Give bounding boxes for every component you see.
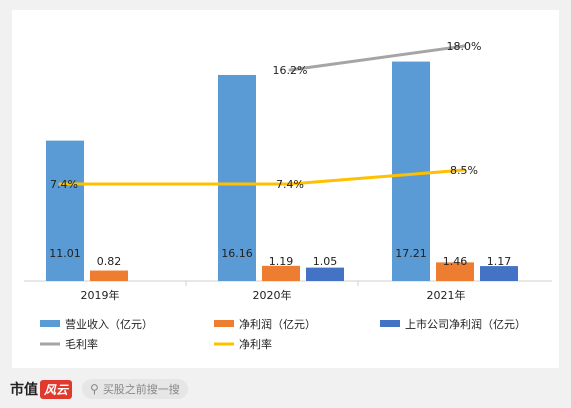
legend-swatch	[40, 320, 60, 327]
brand-text: 市值	[10, 382, 38, 398]
x-tick-label: 2019年	[81, 288, 120, 302]
bar-label: 1.46	[443, 255, 468, 268]
line-point	[462, 44, 466, 48]
line-label: 7.4%	[50, 178, 78, 191]
bar-2-1	[90, 270, 128, 281]
line-label: 8.5%	[450, 164, 478, 177]
line-label: 18.0%	[447, 40, 482, 53]
legend-label: 净利润（亿元）	[239, 317, 316, 331]
bar-1-1	[46, 140, 84, 281]
x-tick-label: 2021年	[427, 288, 466, 302]
line-point	[462, 168, 466, 172]
legend-label: 毛利率	[65, 337, 98, 351]
line-1	[289, 44, 465, 72]
bar-label: 1.05	[313, 255, 338, 268]
line-point	[288, 182, 292, 186]
line-label: 16.2%	[273, 64, 308, 77]
bar-3-2	[306, 267, 344, 281]
bar-label: 1.17	[487, 255, 512, 268]
brand-logo[interactable]: 市值 风云	[10, 379, 73, 399]
chart-frame: 11.01 16.16 17.21 0.82 1.19 1.46 1.05 1.17 16.2%…	[12, 10, 559, 368]
bar-2-2	[262, 265, 300, 281]
bar-label: 17.21	[395, 247, 427, 260]
bar-label: 1.19	[269, 255, 294, 268]
footer-bar: 市值 风云 ⚲ 买股之前搜一搜	[0, 370, 571, 408]
search-icon: ⚲	[90, 382, 99, 396]
legend-label: 上市公司净利润（亿元）	[405, 317, 526, 331]
search-box[interactable]: ⚲ 买股之前搜一搜	[82, 379, 188, 399]
legend-swatch	[214, 320, 234, 327]
line-label: 7.4%	[276, 178, 304, 191]
bar-1-3	[392, 61, 430, 282]
brand-mark: 风云	[40, 379, 73, 399]
bar-label: 0.82	[97, 255, 122, 268]
chart: 11.01 16.16 17.21 0.82 1.19 1.46 1.05 1.17 16.2%…	[24, 40, 552, 351]
line-point	[288, 68, 292, 72]
search-placeholder: 买股之前搜一搜	[102, 383, 180, 396]
line-point	[58, 182, 62, 186]
bar-label: 11.01	[49, 247, 81, 260]
bar-1-2	[218, 74, 256, 282]
bar-2-3	[436, 262, 474, 281]
legend-swatch	[380, 320, 400, 327]
x-tick-label: 2020年	[253, 288, 292, 302]
legend-label: 营业收入（亿元）	[65, 317, 153, 331]
bar-label: 16.16	[221, 247, 253, 260]
legend-label: 净利率	[239, 337, 272, 351]
bar-3-3	[480, 266, 518, 281]
